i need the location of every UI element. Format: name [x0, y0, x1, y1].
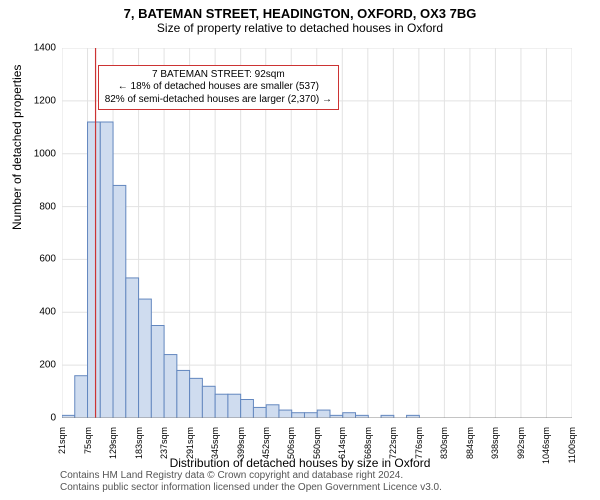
histogram-bar — [88, 122, 101, 418]
histogram-bar — [279, 410, 292, 418]
annotation-box: 7 BATEMAN STREET: 92sqm ← 18% of detache… — [98, 65, 339, 111]
histogram-bar — [190, 378, 203, 418]
annotation-line3: 82% of semi-detached houses are larger (… — [105, 94, 332, 107]
x-axis-label: Distribution of detached houses by size … — [0, 456, 600, 470]
footer-line2: Contains public sector information licen… — [60, 482, 442, 494]
histogram-bar — [241, 400, 254, 419]
histogram-bar — [266, 405, 279, 418]
y-tick-label: 1000 — [16, 148, 56, 159]
histogram-bar — [126, 278, 139, 418]
y-tick-label: 400 — [16, 307, 56, 318]
y-tick-label: 1200 — [16, 95, 56, 106]
chart-title: 7, BATEMAN STREET, HEADINGTON, OXFORD, O… — [0, 0, 600, 21]
histogram-bar — [151, 326, 164, 419]
histogram-bar — [292, 413, 305, 418]
histogram-bar — [177, 370, 190, 418]
histogram-bar — [304, 413, 317, 418]
histogram-bar — [164, 355, 177, 418]
histogram-bar — [75, 376, 88, 418]
histogram-bar — [228, 394, 241, 418]
y-tick-label: 0 — [16, 413, 56, 424]
histogram-bar — [317, 410, 330, 418]
histogram-bar — [253, 407, 266, 418]
histogram-bar — [100, 122, 113, 418]
y-tick-label: 1400 — [16, 43, 56, 54]
footer-line1: Contains HM Land Registry data © Crown c… — [60, 470, 442, 482]
histogram-bar — [202, 386, 215, 418]
histogram-bar — [215, 394, 228, 418]
chart-area: 7 BATEMAN STREET: 92sqm ← 18% of detache… — [62, 48, 572, 418]
chart-subtitle: Size of property relative to detached ho… — [0, 21, 600, 39]
histogram-bar — [113, 185, 126, 418]
annotation-line1: 7 BATEMAN STREET: 92sqm — [105, 69, 332, 82]
histogram-bar — [139, 299, 152, 418]
annotation-line2: ← 18% of detached houses are smaller (53… — [105, 81, 332, 94]
y-tick-label: 800 — [16, 201, 56, 212]
y-tick-label: 600 — [16, 254, 56, 265]
histogram-bar — [343, 413, 356, 418]
footer: Contains HM Land Registry data © Crown c… — [60, 470, 442, 494]
y-tick-label: 200 — [16, 360, 56, 371]
